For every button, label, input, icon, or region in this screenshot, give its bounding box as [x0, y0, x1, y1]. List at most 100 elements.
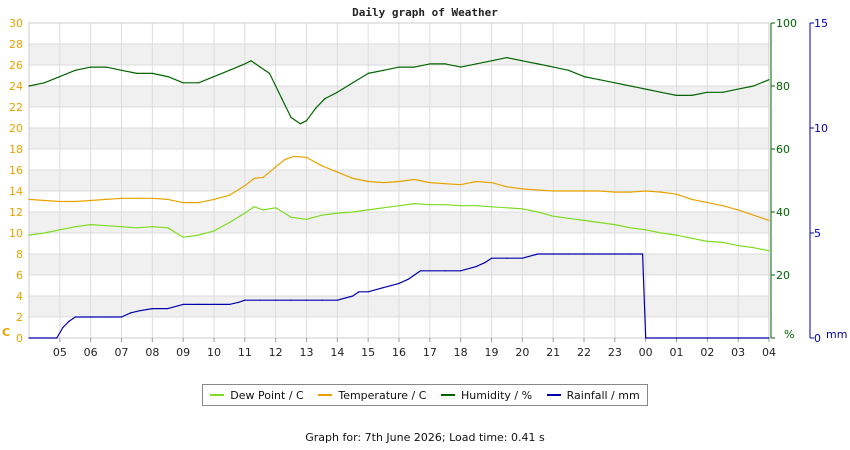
data-point — [28, 85, 30, 87]
data-point — [198, 82, 200, 84]
data-point — [413, 66, 415, 68]
data-point — [675, 193, 678, 195]
x-tick-label: 19 — [485, 346, 499, 359]
series-rain-3 — [28, 253, 770, 339]
data-point — [275, 299, 277, 301]
data-point — [321, 299, 323, 301]
y-tick-label-left: 12 — [9, 206, 23, 219]
data-point — [275, 207, 277, 209]
data-point — [614, 224, 616, 226]
data-point — [305, 156, 308, 158]
data-point — [59, 76, 61, 78]
x-tick-label: 00 — [639, 346, 653, 359]
data-point — [506, 186, 508, 188]
data-point — [120, 197, 123, 199]
y-tick-label-left: 26 — [9, 59, 23, 72]
data-point — [583, 219, 585, 221]
data-point — [120, 69, 123, 71]
y-tick-label-left: 18 — [9, 143, 23, 156]
y-tick-label-humidity: 40 — [776, 206, 790, 219]
data-point — [413, 274, 415, 276]
data-point — [167, 76, 169, 78]
data-point — [429, 63, 431, 65]
data-point — [74, 200, 76, 203]
data-point — [490, 206, 493, 208]
data-point — [336, 171, 338, 173]
y-tick-label-humidity: 20 — [776, 269, 790, 282]
data-point — [228, 69, 230, 71]
data-point — [413, 178, 415, 181]
legend-label: Temperature / C — [338, 388, 427, 402]
data-point — [398, 282, 400, 284]
data-point — [691, 94, 693, 96]
x-tick-label: 18 — [454, 346, 468, 359]
data-point — [614, 82, 616, 84]
data-point — [568, 217, 570, 219]
data-point — [213, 76, 215, 78]
data-point — [182, 82, 184, 84]
data-point — [62, 326, 64, 329]
x-tick-label: 13 — [300, 346, 314, 359]
data-point — [105, 66, 107, 68]
y-tick-label-left: 16 — [9, 164, 23, 177]
data-point — [352, 211, 354, 213]
data-point — [737, 209, 739, 211]
x-tick-label: 03 — [731, 346, 745, 359]
data-point — [383, 207, 385, 209]
data-point — [506, 257, 508, 259]
data-point — [259, 299, 261, 301]
data-point — [244, 63, 246, 65]
data-point — [43, 199, 46, 202]
data-point — [506, 207, 508, 209]
x-tick-label: 05 — [53, 346, 67, 359]
data-point — [90, 199, 92, 202]
data-point — [614, 253, 616, 255]
data-point — [398, 66, 400, 68]
data-point — [552, 66, 554, 68]
data-point — [521, 257, 523, 259]
data-point — [262, 176, 264, 178]
data-point — [167, 198, 169, 200]
data-point — [768, 79, 770, 81]
data-point — [629, 85, 631, 87]
data-point — [198, 234, 200, 236]
x-tick-label: 23 — [608, 346, 622, 359]
data-point — [299, 123, 301, 125]
data-point — [105, 225, 107, 227]
data-point — [244, 212, 246, 214]
data-point — [268, 72, 271, 74]
data-point — [290, 216, 292, 218]
data-point — [383, 287, 385, 289]
y-tick-label-rain: 5 — [814, 227, 821, 240]
data-point — [475, 266, 477, 268]
x-tick-label: 12 — [269, 346, 283, 359]
data-point — [552, 253, 554, 255]
data-point — [151, 226, 153, 228]
data-point — [336, 91, 338, 93]
data-point — [228, 303, 230, 305]
data-point — [460, 66, 462, 68]
data-point — [293, 155, 295, 157]
series-humidity-2 — [28, 57, 770, 125]
x-tick-label: 22 — [577, 346, 591, 359]
x-tick-label: 20 — [515, 346, 529, 359]
legend-swatch — [546, 394, 561, 396]
data-point — [262, 209, 264, 211]
x-tick-label: 07 — [115, 346, 129, 359]
data-point — [583, 253, 585, 255]
series-line — [28, 203, 770, 252]
data-point — [737, 337, 739, 339]
x-tick-label: 17 — [423, 346, 437, 359]
data-point — [250, 60, 252, 62]
data-point — [56, 337, 58, 339]
data-point — [552, 190, 554, 192]
data-point — [198, 303, 200, 305]
data-point — [253, 206, 255, 208]
data-point — [120, 226, 123, 228]
data-point — [43, 82, 46, 84]
humidity-axis-unit: % — [784, 328, 794, 341]
data-point — [537, 211, 539, 213]
data-point — [352, 295, 354, 297]
legend-swatch — [441, 394, 456, 396]
